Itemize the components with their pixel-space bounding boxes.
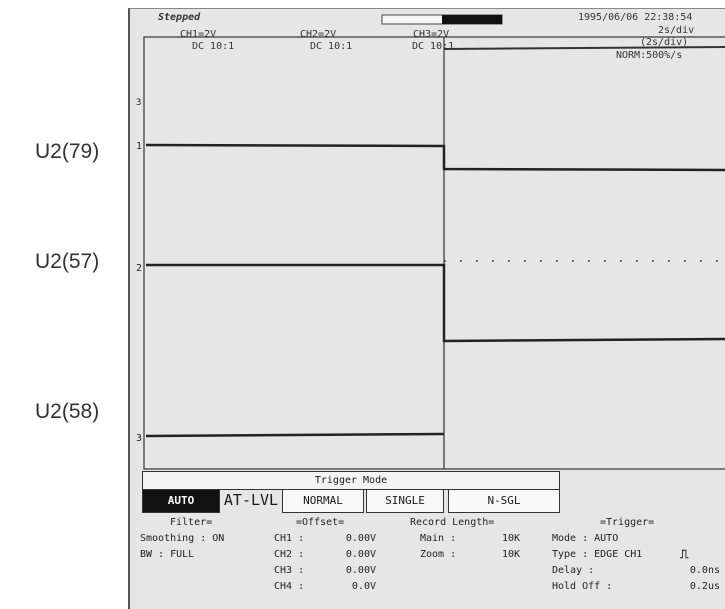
- side-label-u2-58: U2(58): [35, 400, 100, 423]
- trigger-mode-normal[interactable]: NORMAL: [282, 489, 364, 513]
- waveform-display: 1 2 3 3: [136, 14, 725, 470]
- offset-ch1-value: 0.00V: [345, 533, 376, 544]
- trigger-mode-single[interactable]: SINGLE: [366, 489, 444, 513]
- trigger-delay-value: 0.0ns: [689, 565, 720, 576]
- datetime: 1995/06/06 22:38:54: [578, 12, 693, 23]
- record-main-label: Main :: [420, 533, 457, 544]
- rising-edge-icon: ⎍: [680, 547, 689, 561]
- offset-ch1-label: CH1 :: [274, 533, 305, 544]
- ch1-coupling: DC 10:1: [192, 41, 235, 52]
- trigger-type-value: Type : EDGE CH1: [552, 549, 643, 560]
- ch3-trace: [145, 432, 445, 438]
- offset-ch2-label: CH2 :: [274, 549, 305, 560]
- trigger-delay-label: Delay :: [552, 565, 595, 576]
- ch1-marker: 1: [136, 141, 142, 152]
- offset-ch3-value: 0.00V: [345, 565, 376, 576]
- ref-trace: [443, 46, 725, 50]
- trigger-mode-at-lvl[interactable]: AT-LVL: [223, 491, 279, 509]
- offset-ch3-label: CH3 :: [274, 565, 305, 576]
- offset-title: =Offset=: [296, 517, 345, 528]
- bandwidth-value: BW : FULL: [140, 549, 195, 560]
- sample-rate: NORM:500%/s: [616, 50, 683, 61]
- ch2-trace: [146, 263, 725, 343]
- graticule-frame: [143, 36, 725, 470]
- trigger-settings-title: =Trigger=: [600, 517, 655, 528]
- ch3-marker: 3: [136, 433, 142, 444]
- ch2-coupling: DC 10:1: [310, 41, 353, 52]
- side-label-u2-79: U2(79): [35, 140, 100, 163]
- trigger-mode-auto[interactable]: AUTO: [142, 489, 220, 513]
- smoothing-value: Smoothing : ON: [140, 533, 225, 544]
- ch1-trace: [145, 143, 725, 172]
- trigger-mode-title: Trigger Mode: [142, 471, 560, 490]
- ch3-coupling: DC 10:1: [412, 41, 455, 52]
- trigger-holdoff-value: 0.2us: [689, 581, 720, 592]
- acquisition-bar-fill: [442, 15, 502, 24]
- record-length-title: Record Length=: [410, 517, 495, 528]
- ref-marker: 3: [136, 98, 141, 108]
- offset-ch4-label: CH4 :: [274, 581, 305, 592]
- status-text: Stepped: [158, 12, 201, 23]
- ch1-scale: CH1=2V: [180, 29, 217, 40]
- oscilloscope-screen: 1 2 3 3 Stepped 1995/06/06 22:38:54 CH1=…: [128, 8, 725, 609]
- ch2-scale: CH2=2V: [300, 29, 337, 40]
- record-main-value: 10K: [501, 533, 520, 544]
- record-zoom-value: 10K: [501, 549, 520, 560]
- timebase-zoom: (2s/div): [640, 37, 689, 48]
- timebase: 2s/div: [658, 25, 695, 36]
- offset-ch2-value: 0.00V: [345, 549, 376, 560]
- ch2-marker: 2: [136, 263, 142, 274]
- ch3-scale: CH3=2V: [413, 29, 450, 40]
- trigger-mode-n-sgl[interactable]: N-SGL: [448, 489, 560, 513]
- side-label-u2-57: U2(57): [35, 250, 100, 273]
- record-zoom-label: Zoom :: [420, 549, 457, 560]
- offset-ch4-value: 0.0V: [351, 581, 376, 592]
- trigger-holdoff-label: Hold Off :: [552, 581, 613, 592]
- trigger-mode-value: Mode : AUTO: [552, 533, 619, 544]
- filter-title: Filter=: [170, 517, 213, 528]
